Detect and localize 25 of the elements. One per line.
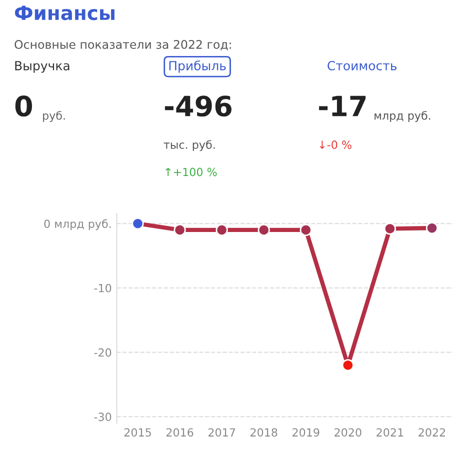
text: Стоимость (328, 60, 397, 70)
text: Выручка (15, 61, 70, 73)
y-tick-label: -10 (94, 284, 112, 292)
text: Прибыль (169, 60, 226, 73)
text: руб. (43, 110, 65, 122)
text: ↓-0 % (320, 140, 352, 149)
x-tick-label: 2020 (334, 428, 362, 437)
text: 0 (15, 96, 32, 117)
y-tick-label: -20 (94, 348, 112, 357)
x-tick-label: 2018 (250, 428, 278, 437)
text: тыс. руб. (164, 140, 215, 152)
x-tick-label: 2015 (124, 428, 151, 437)
x-tick-label: 2016 (166, 428, 194, 437)
x-tick-label: 2019 (292, 428, 320, 437)
y-tick-label: 0 млрд руб. (44, 219, 111, 230)
text: ↑+100 % (166, 168, 217, 176)
text: млрд руб. (374, 110, 430, 122)
text: -496 (164, 96, 232, 117)
x-tick-label: 2017 (208, 428, 236, 437)
x-tick-label: 2021 (376, 428, 404, 437)
text: -17 (319, 96, 366, 116)
text: Финансы (14, 6, 114, 20)
x-tick-label: 2022 (418, 428, 445, 437)
y-tick-label: -30 (94, 412, 112, 422)
text: Основные показатели за 2022 год: (14, 40, 231, 50)
